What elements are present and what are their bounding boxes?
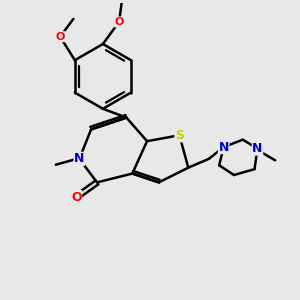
Text: N: N [252, 142, 263, 155]
Text: N: N [218, 141, 229, 154]
Text: S: S [175, 129, 184, 142]
Text: O: O [56, 32, 65, 42]
Text: O: O [71, 190, 82, 204]
Text: O: O [114, 17, 124, 27]
Text: N: N [74, 152, 85, 165]
